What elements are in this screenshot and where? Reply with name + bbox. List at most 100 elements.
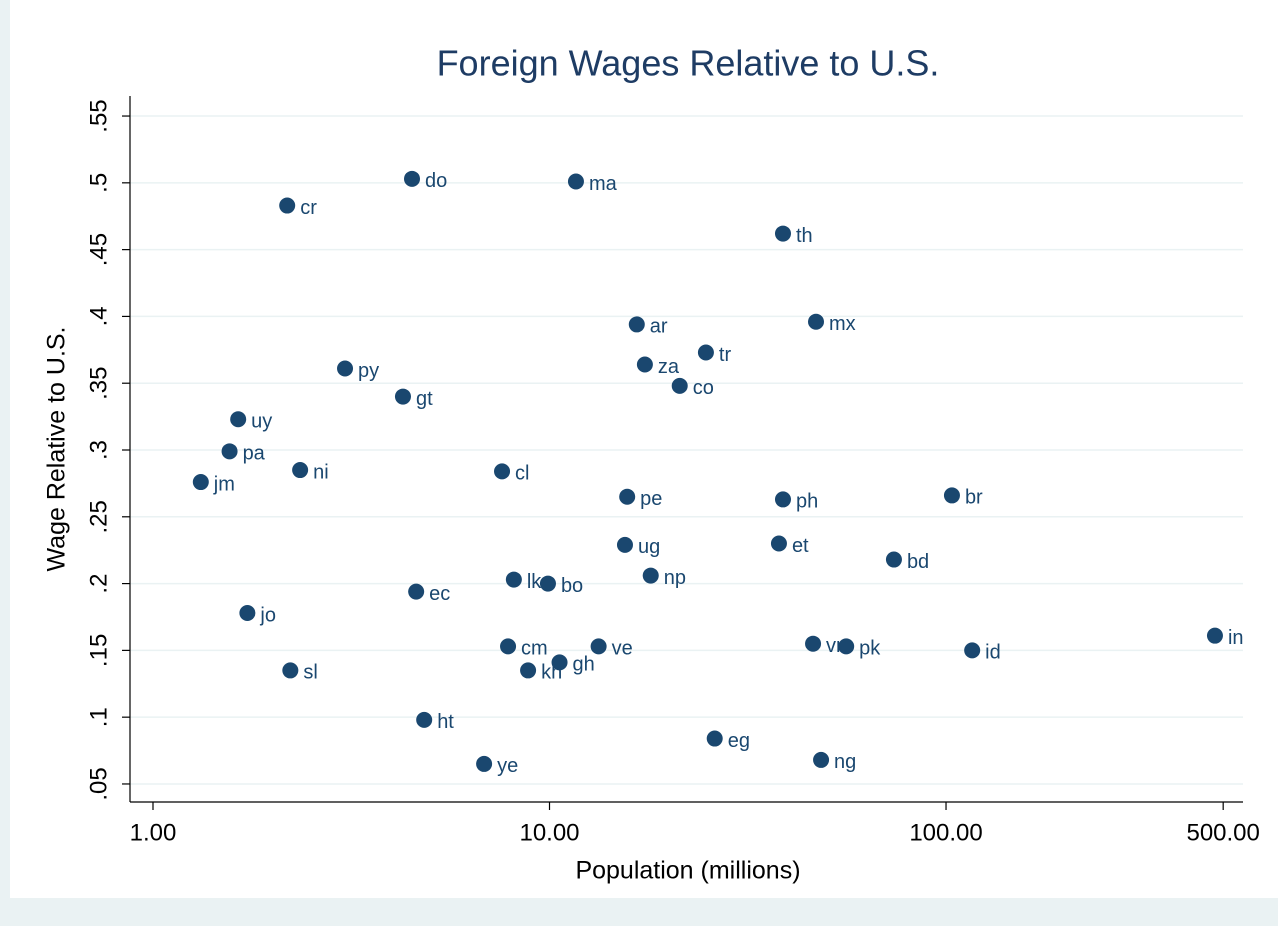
point-label: in (1228, 627, 1244, 649)
point (774, 491, 791, 508)
point (292, 462, 309, 479)
point-label: pe (640, 488, 662, 510)
x-tick-label: 500.00 (1186, 819, 1259, 846)
point-label: br (965, 487, 983, 509)
point (279, 197, 296, 214)
point (500, 638, 517, 655)
point (943, 487, 960, 504)
point-label: ht (437, 711, 454, 733)
point (636, 356, 653, 373)
point-label: pk (859, 638, 881, 660)
y-axis-title: Wage Relative to U.S. (43, 326, 71, 571)
y-tick-label: .55 (85, 99, 112, 132)
point (404, 170, 421, 187)
point (239, 604, 256, 621)
x-tick-label: 1.00 (130, 819, 177, 846)
point (964, 642, 981, 659)
point (697, 344, 714, 361)
point-label: eg (728, 730, 750, 752)
y-tick-label: .05 (85, 767, 112, 800)
point (394, 388, 411, 405)
point (706, 730, 723, 747)
y-tick-label: .2 (85, 574, 112, 594)
point (628, 316, 645, 333)
point-label: et (792, 535, 809, 557)
point (567, 173, 584, 190)
point (671, 377, 688, 394)
point (619, 488, 636, 505)
point-label: ve (612, 638, 633, 660)
point (337, 360, 354, 377)
y-tick-label: .45 (85, 233, 112, 266)
y-tick-label: .25 (85, 500, 112, 533)
point (416, 711, 433, 728)
point (813, 751, 830, 768)
point-label: lk (527, 571, 542, 593)
point-label: kh (541, 662, 562, 684)
point (221, 443, 238, 460)
y-tick-label: .3 (85, 440, 112, 460)
x-tick-label: 10.00 (519, 819, 579, 846)
graph-region (10, 0, 1278, 898)
y-tick-label: .1 (85, 707, 112, 727)
point (885, 551, 902, 568)
point-label: ye (497, 755, 518, 777)
point (230, 411, 247, 428)
point (282, 662, 299, 679)
point (838, 638, 855, 655)
point-label: jm (213, 473, 235, 495)
point-label: th (796, 225, 813, 247)
y-tick-label: .35 (85, 367, 112, 400)
point (551, 654, 568, 671)
point-label: id (985, 642, 1001, 664)
point (590, 638, 607, 655)
point-label: jo (259, 604, 276, 626)
y-tick-label: .15 (85, 634, 112, 667)
y-tick-label: .4 (85, 306, 112, 326)
point-label: tr (719, 344, 732, 366)
y-tick-label: .5 (85, 173, 112, 193)
point (808, 313, 825, 330)
point-label: ma (589, 173, 618, 195)
point-label: gh (573, 654, 595, 676)
point (774, 225, 791, 242)
point-label: ng (834, 751, 856, 773)
point-label: pa (243, 443, 266, 465)
point-label: ph (796, 491, 818, 513)
point (494, 463, 511, 480)
point-label: ni (313, 461, 329, 483)
point-label: np (664, 567, 686, 589)
point (1206, 627, 1223, 644)
point (520, 662, 537, 679)
point (616, 536, 633, 553)
point (539, 575, 556, 592)
point-label: bd (907, 551, 929, 573)
point-label: ug (638, 536, 660, 558)
point-label: gt (416, 388, 433, 410)
point-label: co (693, 377, 714, 399)
chart-title: Foreign Wages Relative to U.S. (437, 43, 940, 84)
x-tick-label: 100.00 (909, 819, 982, 846)
point-label: za (658, 356, 680, 378)
point-label: ar (650, 316, 668, 338)
x-axis-title: Population (millions) (575, 857, 800, 885)
point-label: sl (303, 662, 317, 684)
point-label: bo (561, 575, 583, 597)
point-label: cr (300, 197, 317, 219)
point-label: uy (251, 411, 272, 433)
point-label: do (425, 170, 447, 192)
point (642, 567, 659, 584)
point (770, 535, 787, 552)
point (805, 635, 822, 652)
point (408, 583, 425, 600)
point-label: mx (829, 313, 856, 335)
point (505, 571, 522, 588)
point (192, 474, 209, 491)
point (476, 755, 493, 772)
point-label: cl (515, 463, 529, 485)
point-label: cm (521, 638, 548, 660)
point-label: py (358, 360, 379, 382)
point-label: ec (429, 583, 450, 605)
